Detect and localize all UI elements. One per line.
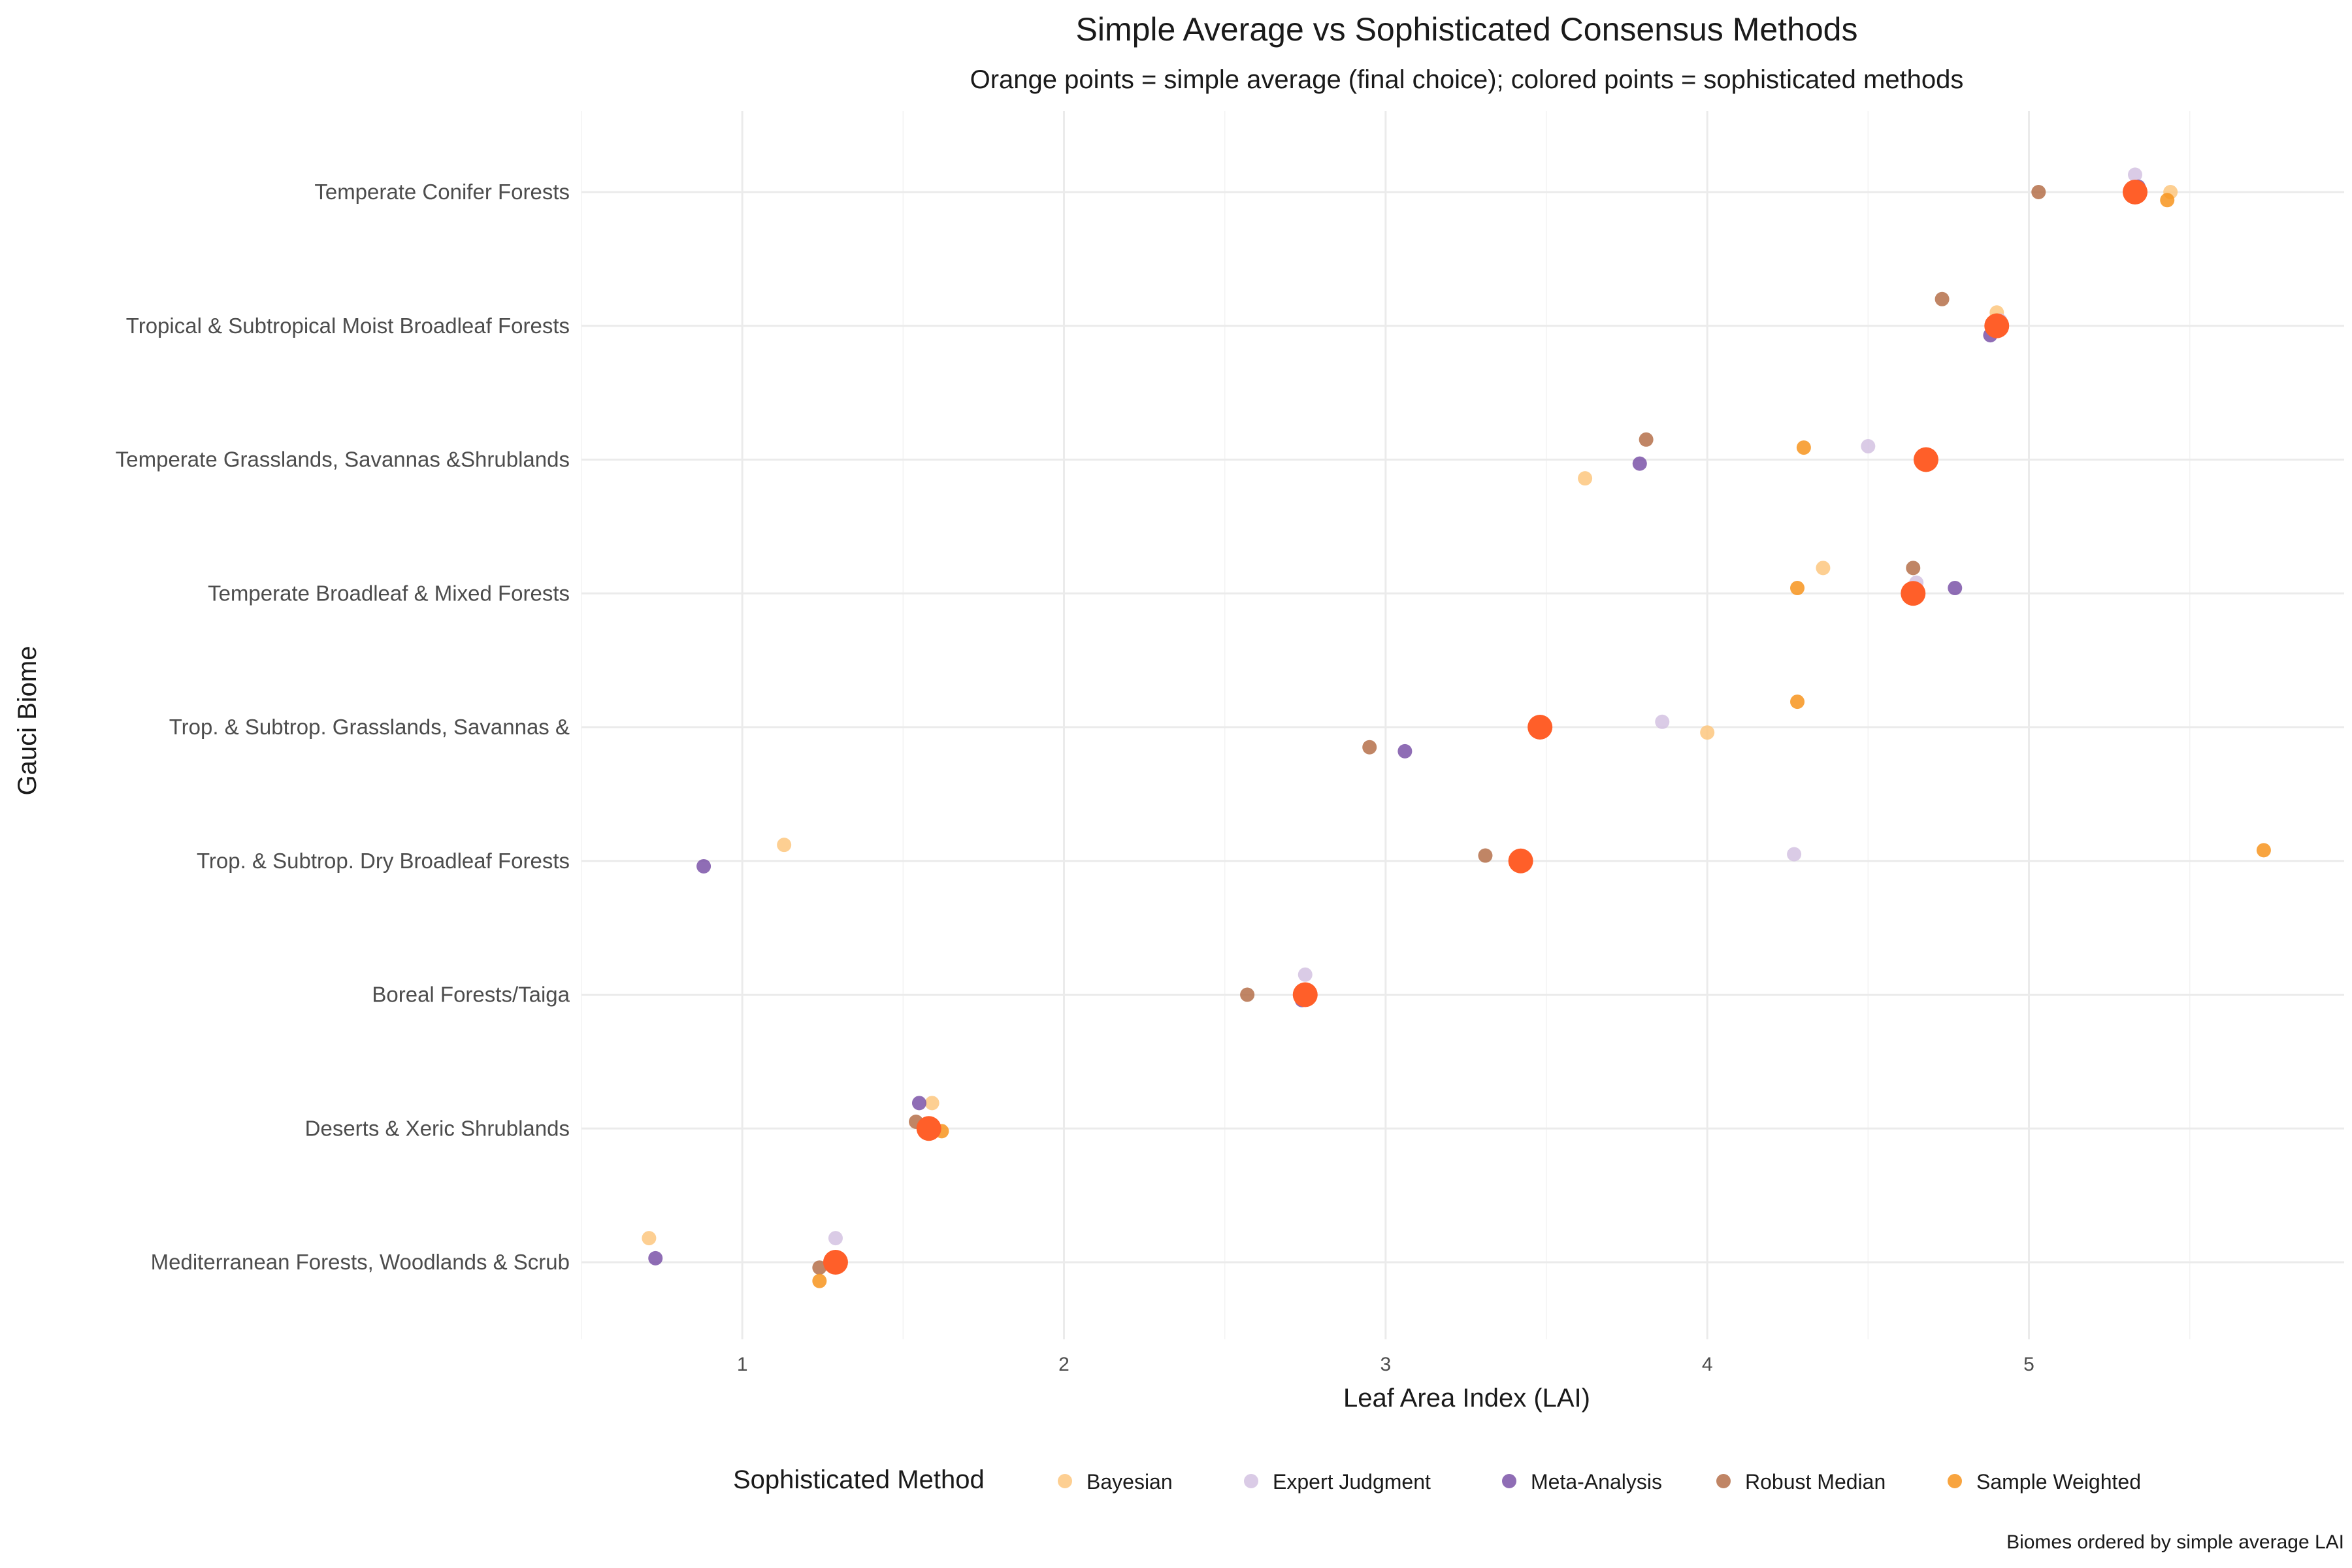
method-point bbox=[1948, 581, 1963, 596]
y-tick-label: Boreal Forests/Taiga bbox=[372, 983, 570, 1007]
legend-item: Meta-Analysis bbox=[1502, 1470, 1662, 1494]
method-point bbox=[1790, 694, 1805, 710]
method-point bbox=[1816, 561, 1831, 576]
method-point bbox=[2031, 185, 2046, 199]
simple-average-point bbox=[1527, 715, 1553, 740]
method-point bbox=[1240, 987, 1255, 1002]
method-point bbox=[696, 858, 711, 874]
method-point bbox=[1796, 440, 1811, 455]
y-tick-label: Tropical & Subtropical Moist Broadleaf F… bbox=[126, 314, 570, 338]
method-point bbox=[1478, 848, 1493, 863]
legend-label: Expert Judgment bbox=[1273, 1470, 1431, 1494]
legend-label: Meta-Analysis bbox=[1531, 1470, 1662, 1494]
method-point bbox=[1935, 291, 1950, 306]
method-point bbox=[2127, 167, 2142, 182]
x-tick-label: 1 bbox=[737, 1354, 748, 1375]
method-point bbox=[812, 1260, 827, 1275]
method-point bbox=[2160, 193, 2175, 208]
simple-average-point bbox=[2122, 180, 2148, 204]
method-point bbox=[828, 1231, 843, 1246]
legend-key bbox=[1948, 1474, 1962, 1488]
method-point bbox=[642, 1231, 657, 1246]
y-axis-tick-labels: Temperate Conifer Forests Tropical & Subt… bbox=[116, 180, 570, 1274]
simple-average-point bbox=[1508, 848, 1533, 874]
y-tick-label: Mediterranean Forests, Woodlands & Scrub bbox=[151, 1250, 570, 1274]
data-points bbox=[642, 167, 2271, 1288]
y-tick-label: Trop. & Subtrop. Grasslands, Savannas & bbox=[169, 715, 570, 739]
legend-title: Sophisticated Method bbox=[733, 1465, 985, 1494]
y-tick-label: Trop. & Subtrop. Dry Broadleaf Forests bbox=[197, 849, 570, 873]
method-point bbox=[812, 1273, 827, 1288]
chart-subtitle: Orange points = simple average (final ch… bbox=[970, 65, 1964, 94]
legend-item: Expert Judgment bbox=[1244, 1470, 1431, 1494]
grid bbox=[581, 111, 2344, 1339]
method-point bbox=[648, 1250, 663, 1266]
method-point bbox=[1790, 581, 1805, 596]
legend-key bbox=[1716, 1474, 1731, 1488]
method-point bbox=[1632, 456, 1647, 471]
legend-label: Bayesian bbox=[1086, 1470, 1173, 1494]
method-point bbox=[2256, 843, 2271, 858]
method-point bbox=[1298, 967, 1313, 982]
chart-title: Simple Average vs Sophisticated Consensu… bbox=[1076, 11, 1858, 48]
method-point bbox=[1861, 439, 1876, 454]
method-point bbox=[1700, 725, 1715, 740]
simple-average-point bbox=[1292, 982, 1318, 1007]
method-point bbox=[1787, 847, 1802, 862]
x-tick-label: 5 bbox=[2023, 1354, 2034, 1375]
chart-caption: Biomes ordered by simple average LAI bbox=[2006, 1531, 2344, 1553]
method-point bbox=[1639, 432, 1654, 447]
method-point bbox=[924, 1096, 939, 1111]
method-point bbox=[911, 1096, 926, 1111]
legend-item: Bayesian bbox=[1058, 1470, 1173, 1494]
y-tick-label: Temperate Broadleaf & Mixed Forests bbox=[208, 581, 570, 605]
legend-label: Robust Median bbox=[1745, 1470, 1886, 1494]
simple-average-point bbox=[1901, 581, 1926, 606]
y-tick-label: Temperate Conifer Forests bbox=[314, 180, 570, 204]
simple-average-point bbox=[823, 1250, 848, 1275]
method-point bbox=[1578, 471, 1593, 486]
simple-average-point bbox=[916, 1116, 941, 1141]
method-point bbox=[1655, 714, 1670, 729]
x-tick-label: 2 bbox=[1058, 1354, 1070, 1375]
method-point bbox=[1397, 743, 1413, 759]
legend-key bbox=[1502, 1474, 1516, 1488]
legend-item: Robust Median bbox=[1716, 1470, 1886, 1494]
x-axis-title: Leaf Area Index (LAI) bbox=[1343, 1384, 1590, 1413]
legend-key bbox=[1244, 1474, 1258, 1488]
legend-key bbox=[1058, 1474, 1072, 1488]
legend-label: Sample Weighted bbox=[1976, 1470, 2141, 1494]
method-point bbox=[1906, 561, 1921, 576]
y-tick-label: Deserts & Xeric Shrublands bbox=[305, 1116, 570, 1140]
y-axis-title: Gauci Biome bbox=[13, 646, 42, 796]
method-point bbox=[1362, 740, 1377, 755]
simple-average-point bbox=[1984, 313, 2010, 338]
method-point bbox=[777, 838, 792, 853]
legend-item: Sample Weighted bbox=[1948, 1470, 2141, 1494]
x-tick-label: 3 bbox=[1380, 1354, 1391, 1375]
y-tick-label: Temperate Grasslands, Savannas &Shrublan… bbox=[116, 448, 570, 472]
x-tick-label: 4 bbox=[1702, 1354, 1713, 1375]
x-axis-tick-labels: 1 2 3 4 5 bbox=[737, 1354, 2034, 1375]
simple-average-point bbox=[1913, 447, 1938, 472]
legend: Sophisticated Method Bayesian Expert Judg… bbox=[733, 1465, 2141, 1494]
